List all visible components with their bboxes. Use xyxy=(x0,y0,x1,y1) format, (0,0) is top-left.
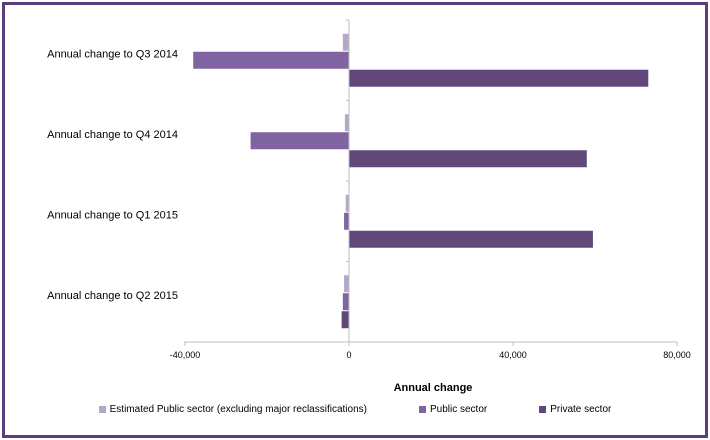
legend-item-3: Private sector xyxy=(539,404,611,415)
legend-swatch xyxy=(98,406,106,413)
legend-item-2: Public sector xyxy=(418,404,488,415)
category-label: Annual change to Q3 2014 xyxy=(47,48,178,60)
bar-4-series-2 xyxy=(342,293,349,311)
bar-group xyxy=(193,33,649,329)
x-tick-label: 80,000 xyxy=(663,350,691,360)
category-label: Annual change to Q1 2015 xyxy=(47,209,178,221)
x-ticks: -40,000 0 40,000 80,000 xyxy=(170,342,691,360)
bar-4-series-1 xyxy=(344,275,349,293)
bar-2-series-3 xyxy=(349,150,587,168)
bar-3-series-1 xyxy=(345,194,349,212)
x-axis-title: Annual change xyxy=(394,382,473,394)
bar-2-series-2 xyxy=(250,132,349,150)
legend-label: Private sector xyxy=(550,404,612,415)
bar-chart: -40,000 0 40,000 80,000 Annual change to Q3… xyxy=(47,19,691,394)
x-tick-label: 0 xyxy=(346,350,351,360)
legend-swatch xyxy=(539,406,547,413)
category-labels: Annual change to Q3 2014 Annual change to… xyxy=(47,19,349,302)
legend-label: Estimated Public sector (excluding major… xyxy=(109,404,367,415)
legend-swatch xyxy=(418,406,426,413)
category-label: Annual change to Q4 2014 xyxy=(47,129,178,141)
legend: Estimated Public sector (excluding major… xyxy=(5,404,705,415)
bar-2-series-1 xyxy=(344,114,349,132)
x-tick-label: -40,000 xyxy=(170,350,201,360)
bar-1-series-3 xyxy=(349,69,649,87)
bar-4-series-3 xyxy=(341,311,349,329)
bar-3-series-2 xyxy=(344,212,349,230)
legend-item-1: Estimated Public sector (excluding major… xyxy=(98,404,367,415)
legend-label: Public sector xyxy=(429,404,488,415)
bar-3-series-3 xyxy=(349,230,593,248)
bar-1-series-1 xyxy=(342,33,349,51)
x-tick-label: 40,000 xyxy=(499,350,527,360)
bar-1-series-2 xyxy=(193,51,349,69)
category-label: Annual change to Q2 2015 xyxy=(47,290,178,302)
